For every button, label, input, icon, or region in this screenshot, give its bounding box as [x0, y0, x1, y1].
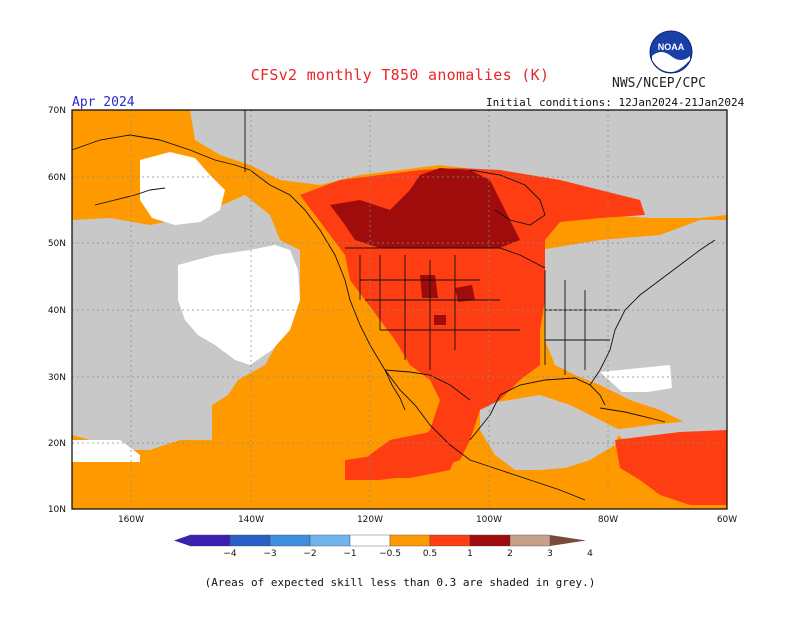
colorbar: −4 −3 −2 −1 −0.5 0.5 1 2 3 4 — [174, 534, 593, 559]
longitude-labels: 160W 140W 120W 100W 80W 60W — [118, 515, 737, 525]
lon-label-60: 60W — [717, 515, 737, 525]
colorbar-segment — [349, 534, 391, 547]
colorbar-arrow-low — [174, 535, 190, 546]
warm-2-3-patch-1 — [420, 275, 438, 298]
lon-label-140: 140W — [238, 515, 264, 525]
colorbar-tick-label: −2 — [303, 549, 316, 559]
state-borders-east — [544, 270, 620, 375]
coast-gulf — [469, 377, 606, 441]
coast-east-us — [589, 239, 716, 386]
map-frame — [71, 109, 728, 510]
month-label: Apr 2024 — [72, 95, 135, 110]
lat-label-60: 60N — [48, 173, 66, 183]
lat-label-10: 10N — [48, 505, 66, 515]
warm-1-2-caribbean — [615, 430, 727, 505]
colorbar-segment — [229, 534, 271, 547]
coast-alaska — [71, 134, 251, 171]
svg-text:NOAA: NOAA — [658, 42, 685, 52]
colorbar-tick-label: 3 — [547, 549, 553, 559]
white-ne-pacific — [178, 245, 300, 365]
colorbar-segment — [509, 534, 551, 547]
lon-label-120: 120W — [357, 515, 383, 525]
border-us-canada — [345, 247, 546, 269]
colorbar-tick-label: 4 — [587, 549, 593, 559]
colorbar-tick-label: −4 — [223, 549, 237, 559]
border-us-mexico — [384, 369, 471, 401]
colorbar-segment — [269, 534, 311, 547]
mask-central-america — [480, 395, 620, 470]
colorbar-tick-label: −1 — [343, 549, 356, 559]
white-alaska — [140, 152, 225, 225]
coast-baja — [384, 369, 406, 411]
mask-eastern-us — [540, 220, 727, 430]
colorbar-segment — [309, 534, 351, 547]
coast-hudson-bay — [469, 169, 546, 226]
map-title: CFSv2 monthly T850 anomalies (K) — [250, 66, 550, 84]
lon-label-160: 160W — [118, 515, 144, 525]
warm-1-2-mexico-tip — [360, 430, 460, 478]
state-borders-west — [359, 255, 520, 370]
lat-label-40: 40N — [48, 306, 66, 316]
colorbar-segment — [429, 534, 471, 547]
colorbar-tick-label: 2 — [507, 549, 513, 559]
map-panel — [71, 109, 728, 510]
warm-2-3-core — [330, 168, 520, 248]
warm-2-3-patch-2 — [455, 285, 475, 302]
noaa-logo-icon: NOAA — [649, 30, 693, 74]
colorbar-tick-label: −0.5 — [379, 549, 401, 559]
skill-note: (Areas of expected skill less than 0.3 a… — [204, 576, 596, 589]
initial-conditions: Initial conditions: 12Jan2024-21Jan2024 — [486, 96, 745, 109]
colorbar-tick-label: −3 — [263, 549, 276, 559]
coast-west-north-america — [249, 169, 586, 501]
agency-label: NWS/NCEP/CPC — [612, 76, 706, 91]
latitude-labels: 70N 60N 50N 40N 30N 20N 10N — [48, 106, 66, 515]
colorbar-segment — [469, 534, 511, 547]
near-zero-regions — [72, 152, 672, 462]
white-atlantic — [600, 365, 672, 392]
warm-2-3-patch-3 — [434, 315, 446, 325]
lat-label-30: 30N — [48, 373, 66, 383]
coastlines — [71, 110, 716, 501]
colorbar-segment — [389, 534, 431, 547]
colorbar-arrow-high — [550, 535, 586, 546]
lat-label-50: 50N — [48, 239, 66, 249]
graticule — [72, 110, 727, 509]
coast-cuba — [599, 407, 666, 423]
lon-label-100: 100W — [476, 515, 502, 525]
colorbar-tick-label: 1 — [467, 549, 473, 559]
colorbar-segment — [189, 534, 231, 547]
lat-label-20: 20N — [48, 439, 66, 449]
lon-label-80: 80W — [598, 515, 618, 525]
colorbar-tick-label: 0.5 — [423, 549, 437, 559]
coast-aleutians — [94, 187, 166, 206]
lat-label-70: 70N — [48, 106, 66, 116]
white-hawaii — [72, 440, 140, 462]
